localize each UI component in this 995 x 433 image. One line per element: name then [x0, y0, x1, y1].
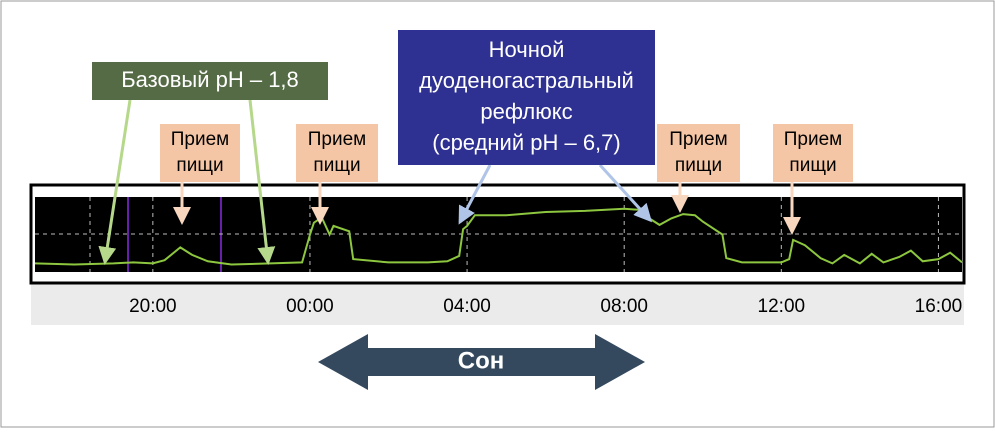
annotation-text: Базовый pH – 1,8 — [121, 67, 299, 92]
x-tick-label: 00:00 — [286, 296, 334, 317]
axis-band — [31, 283, 964, 325]
annotation-text: Ночной — [489, 37, 565, 62]
annotation-box — [398, 30, 655, 165]
sleep-label: Сон — [458, 347, 505, 374]
x-tick-label: 12:00 — [758, 296, 806, 317]
trace — [34, 207, 963, 266]
annotation-box — [773, 124, 853, 182]
ph-line — [34, 207, 963, 266]
x-tick-label: 04:00 — [443, 296, 491, 317]
annotation-text: пищи — [176, 155, 223, 176]
annotation-text: (средний pH – 6,7) — [432, 130, 620, 155]
annotation-text: Прием — [171, 129, 229, 150]
annotation-text: пищи — [789, 155, 836, 176]
annotation-text: Прием — [784, 129, 842, 150]
annotation-box — [657, 124, 740, 182]
annotation-text: Прием — [308, 129, 366, 150]
x-tick-label: 20:00 — [129, 296, 177, 317]
pointer — [248, 99, 276, 265]
annotation-box — [160, 124, 240, 182]
annotation-box — [92, 62, 328, 100]
annotation-box — [296, 124, 378, 182]
pointer — [458, 164, 492, 225]
sleep-arrow — [318, 334, 645, 390]
annotation-text: пищи — [313, 155, 360, 176]
x-tick-label: 08:00 — [600, 296, 648, 317]
annotation-text: пищи — [675, 155, 722, 176]
pointer — [98, 99, 132, 265]
annotation-text: дуоденогастральный — [419, 68, 634, 93]
annotation-text: рефлюкс — [480, 99, 572, 124]
annotation-text: Прием — [669, 129, 727, 150]
x-tick-label: 16:00 — [915, 296, 963, 317]
x-axis: 20:00 00:00 04:00 08:00 12:00 16:00 — [129, 296, 962, 317]
pointer — [598, 163, 653, 223]
annotations: Базовый pH – 1,8 Прием пищи Прием пищи Ночной… — [92, 30, 853, 390]
